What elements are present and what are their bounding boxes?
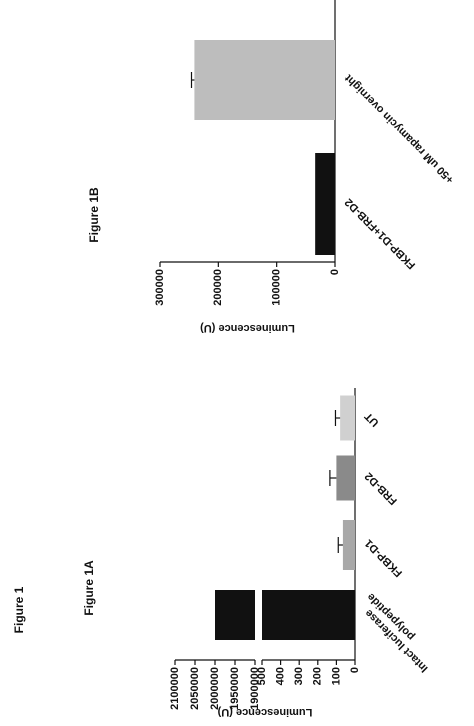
y-tick-label: 2100000 — [169, 667, 181, 710]
x-tick-label: FKBP-D1+FRB-D2 — [343, 196, 418, 271]
figure-title: Figure 1 — [12, 586, 26, 633]
y-axis-title: Luminescence (U) — [217, 706, 312, 718]
y-tick-label: 200000 — [212, 269, 224, 306]
bar — [194, 40, 335, 120]
bar-upper — [215, 590, 255, 640]
y-tick-label: 100 — [330, 667, 342, 685]
x-tick-label: +50 uM rapamycin overnight — [342, 72, 456, 186]
y-tick-label: 1950000 — [229, 667, 241, 710]
y-tick-label: 1900000 — [249, 667, 261, 710]
x-tick-label: UT — [362, 410, 381, 429]
bar — [315, 153, 335, 255]
x-tick-label: FKBP-D1 — [363, 537, 405, 579]
y-tick-label: 300 — [293, 667, 305, 685]
y-axis-title: Luminescence (U) — [200, 322, 295, 334]
y-tick-label: 500 — [256, 667, 268, 685]
y-tick-label: 0 — [329, 269, 341, 275]
bar — [336, 455, 355, 501]
bar — [342, 520, 356, 570]
y-tick-label: 0 — [349, 667, 361, 673]
x-tick-label: FRB-D2 — [363, 470, 400, 507]
y-tick-label: 2050000 — [189, 667, 201, 710]
bar — [340, 395, 355, 441]
x-tick-label: Intact luciferasepolypeptide — [356, 591, 440, 675]
y-tick-label: 100000 — [271, 269, 283, 306]
y-tick-label: 400 — [275, 667, 287, 685]
bar-lower — [262, 590, 355, 640]
chart-title: Figure 1B — [87, 187, 101, 243]
chart-title: Figure 1A — [82, 560, 96, 616]
y-tick-label: 200 — [312, 667, 324, 685]
y-tick-label: 2000000 — [209, 667, 221, 710]
rotated-page: Figure 1 Figure 1A 0 100 200 300 400 500190000… — [12, 0, 456, 718]
y-tick-label: 300000 — [154, 269, 166, 306]
